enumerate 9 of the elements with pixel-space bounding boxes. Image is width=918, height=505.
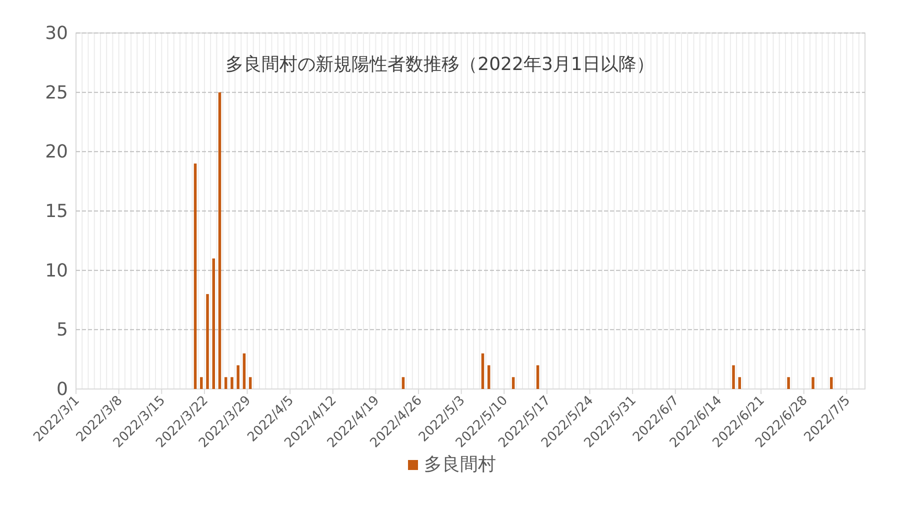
y-tick-label: 25 [45, 82, 68, 104]
y-tick-label: 5 [56, 320, 68, 341]
legend-label: 多良間村 [424, 454, 496, 475]
y-tick-label: 15 [45, 201, 68, 222]
y-tick-label: 30 [45, 23, 68, 44]
y-tick-label: 0 [56, 379, 68, 400]
y-tick-label: 10 [45, 260, 68, 282]
text: 多良間村の新規陽性者数推移（2022年3月1日以降） [226, 54, 654, 75]
y-tick-label: 20 [45, 142, 68, 163]
